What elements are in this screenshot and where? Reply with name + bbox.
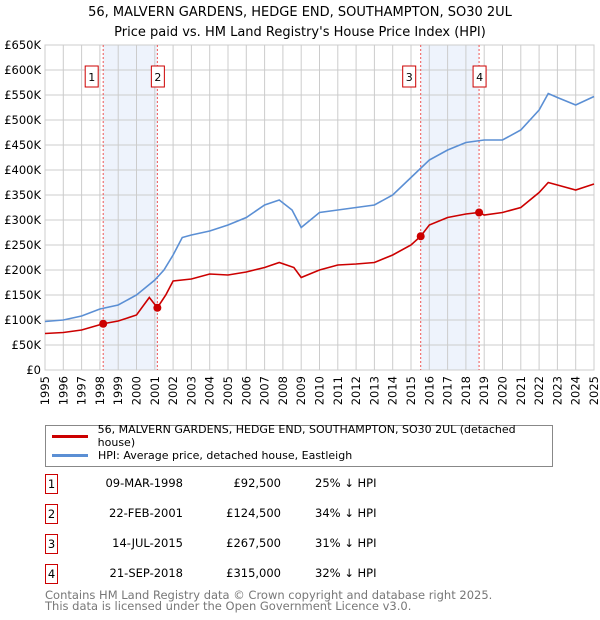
sale-point — [99, 319, 108, 328]
y-tick-label: £0 — [26, 363, 41, 377]
y-tick-label: £600K — [4, 63, 41, 77]
legend: 56, MALVERN GARDENS, HEDGE END, SOUTHAMP… — [45, 423, 553, 467]
x-tick-label: 2000 — [130, 376, 144, 405]
y-tick-label: £350K — [4, 188, 41, 202]
y-tick-label: £400K — [4, 163, 41, 177]
sale-marker-box — [402, 65, 417, 88]
sale-marker-box — [84, 65, 99, 88]
x-tick-label: 2017 — [441, 376, 455, 405]
hpi-line — [44, 92, 595, 323]
y-tick-label: £450K — [4, 138, 41, 152]
sale-row: 4 21-SEP-2018 £315,000 32% ↓ HPI — [45, 564, 445, 584]
x-tick-label: 2007 — [258, 376, 272, 405]
sale-marker-badge: 4 — [45, 564, 58, 584]
legend-swatch — [52, 453, 88, 457]
x-tick-label: 2019 — [477, 376, 491, 405]
sale-marker-badge: 1 — [45, 474, 58, 494]
legend-item-hpi: HPI: Average price, detached house, East… — [46, 447, 352, 463]
footer-line: This data is licensed under the Open Gov… — [45, 599, 412, 613]
sale-marker-label: 2 — [154, 71, 161, 84]
x-tick-label: 2012 — [349, 376, 363, 405]
x-tick-label: 2021 — [514, 376, 528, 405]
x-tick-label: 2013 — [367, 376, 381, 405]
plot-frame — [44, 44, 595, 371]
sale-price: £267,500 — [226, 536, 281, 550]
sale-point — [416, 232, 425, 241]
x-tick-label: 2010 — [313, 376, 327, 405]
sale-marker-label: 3 — [406, 71, 413, 84]
footer: Contains HM Land Registry data © Crown c… — [45, 588, 493, 613]
subtitle-line: Price paid vs. HM Land Registry's House … — [114, 25, 486, 40]
sale-hpi-diff: 31% ↓ HPI — [315, 536, 377, 550]
x-tick-label: 1998 — [93, 376, 107, 405]
chart-title: 56, MALVERN GARDENS, HEDGE END, SOUTHAMP… — [0, 3, 600, 43]
sale-date: 14-JUL-2015 — [112, 536, 183, 550]
x-tick-label: 2011 — [331, 376, 345, 405]
x-tick-label: 1997 — [75, 376, 89, 405]
x-tick-label: 2016 — [422, 376, 436, 405]
x-tick-label: 2001 — [148, 376, 162, 405]
y-tick-label: £200K — [4, 263, 41, 277]
y-tick-label: £500K — [4, 113, 41, 127]
legend-item-property: 56, MALVERN GARDENS, HEDGE END, SOUTHAMP… — [46, 423, 552, 449]
sale-price: £92,500 — [233, 476, 281, 490]
property-price-line — [44, 181, 595, 335]
x-tick-label: 2003 — [184, 376, 198, 405]
price-chart: £0 £50K £100K £150K £200K £250K £300K £350K £400… — [4, 38, 600, 405]
x-tick-label: 2022 — [532, 376, 546, 405]
sale-marker-box — [472, 65, 487, 88]
y-tick-label: £50K — [12, 338, 42, 352]
x-tick-label: 2024 — [569, 376, 583, 405]
sale-marker-label: 1 — [88, 71, 95, 84]
sale-row: 2 22-FEB-2001 £124,500 34% ↓ HPI — [45, 504, 445, 524]
legend-label: HPI: Average price, detached house, East… — [98, 448, 353, 462]
sale-marker-badge: 2 — [45, 504, 58, 524]
sale-price: £124,500 — [226, 506, 281, 520]
x-tick-label: 1995 — [38, 376, 52, 405]
x-tick-label: 2005 — [221, 376, 235, 405]
x-tick-label: 2015 — [404, 376, 418, 405]
y-tick-label: £300K — [4, 213, 41, 227]
sale-hpi-diff: 34% ↓ HPI — [315, 506, 377, 520]
sale-price: £315,000 — [226, 566, 281, 580]
x-tick-label: 2020 — [496, 376, 510, 405]
y-tick-label: £250K — [4, 238, 41, 252]
x-tick-label: 2008 — [276, 376, 290, 405]
y-tick-label: £550K — [4, 88, 41, 102]
x-tick-label: 1999 — [111, 376, 125, 405]
sale-period-shade — [103, 45, 158, 370]
sale-marker-label: 4 — [476, 71, 483, 84]
sale-marker-box — [150, 65, 165, 88]
footer-line: Contains HM Land Registry data © Crown c… — [45, 588, 493, 602]
sale-date: 09-MAR-1998 — [105, 476, 183, 490]
x-tick-label: 2006 — [239, 376, 253, 405]
y-tick-label: £150K — [4, 288, 41, 302]
x-tick-label: 1996 — [56, 376, 70, 405]
sale-marker-badge: 3 — [45, 534, 58, 554]
sale-period-shade — [420, 45, 480, 370]
x-tick-label: 2004 — [203, 376, 217, 405]
sale-hpi-diff: 32% ↓ HPI — [315, 566, 377, 580]
sale-date: 21-SEP-2018 — [109, 566, 183, 580]
y-tick-label: £100K — [4, 313, 41, 327]
x-tick-label: 2023 — [550, 376, 564, 405]
sale-hpi-diff: 25% ↓ HPI — [315, 476, 377, 490]
x-tick-label: 2002 — [166, 376, 180, 405]
x-tick-label: 2009 — [294, 376, 308, 405]
sale-row: 3 14-JUL-2015 £267,500 31% ↓ HPI — [45, 534, 445, 554]
x-tick-label: 2018 — [459, 376, 473, 405]
sale-date: 22-FEB-2001 — [109, 506, 183, 520]
title-line: 56, MALVERN GARDENS, HEDGE END, SOUTHAMP… — [88, 5, 512, 20]
x-tick-label: 2014 — [386, 376, 400, 405]
legend-label: 56, MALVERN GARDENS, HEDGE END, SOUTHAMP… — [97, 423, 516, 449]
x-tick-label: 2025 — [587, 376, 600, 405]
sale-row: 1 09-MAR-1998 £92,500 25% ↓ HPI — [45, 474, 445, 494]
y-tick-label: £650K — [4, 38, 41, 52]
sale-point — [153, 303, 162, 312]
legend-swatch — [52, 434, 88, 438]
sale-point — [475, 208, 484, 217]
